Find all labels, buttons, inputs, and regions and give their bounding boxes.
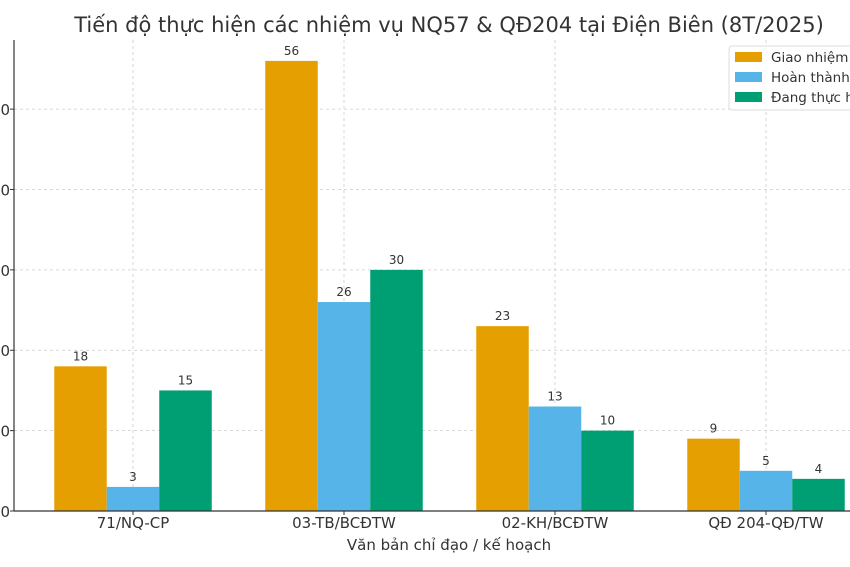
y-tick-label: 20	[0, 342, 10, 360]
data-label: 26	[336, 285, 351, 299]
bar	[54, 366, 107, 511]
data-label: 30	[389, 253, 404, 267]
data-label: 56	[284, 44, 299, 58]
data-label: 3	[129, 470, 137, 484]
legend: Giao nhiệm Hoàn thành Đang thực h	[728, 45, 850, 111]
y-tick-label: 30	[0, 262, 10, 280]
bar	[739, 470, 793, 511]
y-tick-label: 0	[0, 503, 10, 521]
data-label: 15	[178, 373, 193, 387]
data-label: 13	[547, 390, 562, 404]
x-tick-label: 71/NQ-CP	[97, 514, 170, 532]
bar	[687, 438, 740, 511]
data-label: 4	[815, 462, 823, 476]
x-tick-label: 03-TB/BCĐTW	[292, 514, 396, 532]
bar	[370, 269, 423, 511]
legend-label: Hoàn thành	[771, 70, 850, 86]
bar	[159, 390, 212, 511]
data-label: 23	[495, 309, 510, 323]
bar	[106, 486, 160, 511]
legend-swatch	[735, 92, 762, 102]
bar	[476, 326, 529, 511]
data-label: 5	[762, 454, 770, 468]
data-label: 9	[710, 422, 718, 436]
y-tick-label: 10	[0, 423, 10, 441]
chart-title: Tiến độ thực hiện các nhiệm vụ NQ57 & QĐ…	[73, 13, 824, 37]
bars: 18 56 23 9 3 26 13 5 15 30 10 4	[54, 44, 845, 511]
x-tick-label: QĐ 204-QĐ/TW	[708, 514, 823, 532]
data-label: 18	[73, 349, 88, 363]
legend-swatch	[735, 72, 762, 82]
y-tick-label: 50	[0, 101, 10, 119]
legend-label: Giao nhiệm	[771, 50, 848, 66]
bar	[317, 302, 371, 511]
x-tick-label: 02-KH/BCĐTW	[502, 514, 609, 532]
y-tick-label: 40	[0, 181, 10, 199]
axes: 0 10 20 30 40 50 71/NQ-CP 03-TB/BCĐTW 02-KH/BCĐT…	[0, 40, 850, 532]
bar	[581, 430, 634, 511]
x-axis-label: Văn bản chỉ đạo / kế hoạch	[347, 536, 551, 554]
data-label: 10	[600, 414, 615, 428]
bar	[792, 478, 845, 511]
bar	[528, 406, 582, 511]
legend-swatch	[735, 52, 762, 62]
bar	[265, 60, 318, 511]
legend-label: Đang thực h	[771, 90, 850, 106]
